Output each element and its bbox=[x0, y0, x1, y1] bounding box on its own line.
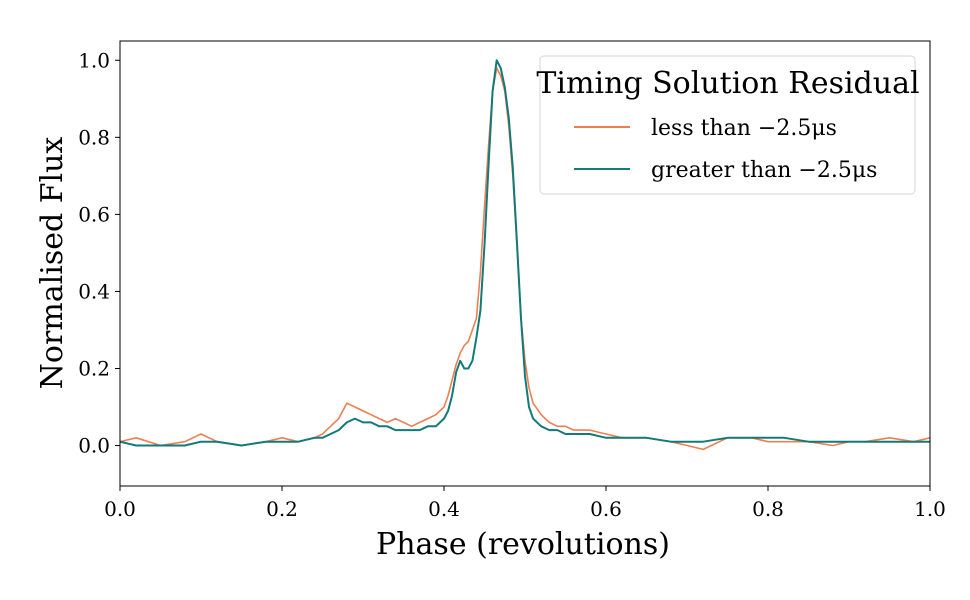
series-layer bbox=[119, 59, 931, 451]
legend-box bbox=[539, 55, 916, 195]
y-tick-label: 0.4 bbox=[78, 279, 110, 303]
legend-label-greater-than: greater than −2.5μs bbox=[651, 158, 877, 183]
x-axis-ticks: 0.0 0.2 0.4 0.6 0.8 1.0 bbox=[104, 486, 946, 521]
x-tick-label: 0.6 bbox=[590, 497, 622, 521]
series-less-than-line bbox=[119, 67, 931, 451]
plot-area bbox=[119, 40, 931, 487]
x-tick-label: 0.0 bbox=[104, 497, 136, 521]
y-tick-label: 0.0 bbox=[78, 434, 110, 458]
axes-frame bbox=[119, 40, 931, 487]
x-tick-label: 0.2 bbox=[266, 497, 298, 521]
x-axis-label: Phase (revolutions) bbox=[376, 527, 670, 562]
y-axis-ticks: 0.0 0.2 0.4 0.6 0.8 1.0 bbox=[78, 48, 120, 458]
y-tick-label: 0.8 bbox=[78, 125, 110, 149]
y-axis-label: Normalised Flux bbox=[35, 137, 70, 390]
x-tick-label: 1.0 bbox=[914, 497, 946, 521]
x-tick-label: 0.4 bbox=[428, 497, 460, 521]
y-tick-label: 0.6 bbox=[78, 202, 110, 226]
y-tick-label: 0.2 bbox=[78, 356, 110, 380]
y-tick-label: 1.0 bbox=[78, 48, 110, 72]
series-greater-than-line bbox=[119, 59, 930, 447]
legend: Timing Solution Residual less than −2.5μ… bbox=[536, 55, 920, 195]
legend-title: Timing Solution Residual bbox=[536, 66, 919, 101]
legend-label-less-than: less than −2.5μs bbox=[651, 116, 837, 141]
x-tick-label: 0.8 bbox=[752, 497, 784, 521]
